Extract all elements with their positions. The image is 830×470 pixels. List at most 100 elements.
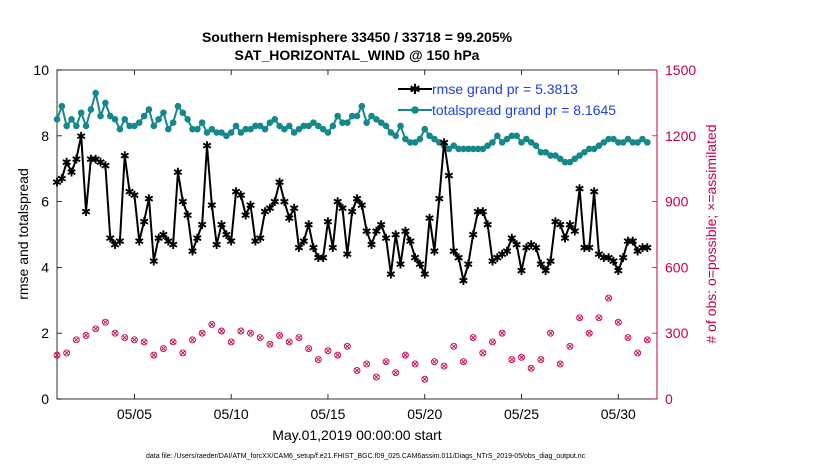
rmse-point: ✱ — [429, 244, 439, 258]
y-right-tick-label: 1200 — [665, 128, 696, 144]
y-right-tick-label: 1500 — [665, 62, 696, 78]
obs-assimilated-point — [644, 337, 650, 343]
chart-title: Southern Hemisphere 33450 / 33718 = 99.2… — [202, 29, 513, 45]
obs-assimilated-point — [160, 346, 166, 352]
totalspread-point — [121, 116, 129, 123]
rmse-point: ✱ — [366, 238, 376, 252]
obs-assimilated-point — [383, 359, 389, 365]
totalspread-point — [285, 122, 293, 130]
obs-possible-point — [634, 349, 642, 357]
obs-possible-point — [624, 334, 632, 342]
rmse-point: ✱ — [96, 156, 106, 170]
obs-possible-point — [372, 373, 380, 381]
obs-possible-point — [53, 351, 61, 359]
totalspread-point — [552, 152, 559, 159]
rmse-point: ✱ — [396, 258, 406, 272]
totalspread-point — [97, 112, 104, 120]
obs-possible-point — [324, 347, 332, 355]
obs-possible-point — [130, 336, 138, 344]
obs-assimilated-point — [296, 335, 302, 341]
totalspread-point — [252, 122, 259, 130]
rmse-point: ✱ — [541, 264, 551, 278]
obs-possible-point — [227, 338, 235, 346]
rmse-point: ✱ — [279, 195, 289, 209]
totalspread-point — [392, 132, 400, 140]
obs-possible-point — [450, 342, 458, 350]
totalspread-point — [348, 112, 356, 120]
obs-possible-point — [566, 342, 574, 350]
obs-assimilated-point — [151, 352, 157, 358]
obs-possible-point — [266, 340, 274, 348]
totalspread-point — [556, 155, 564, 163]
totalspread-point — [184, 116, 191, 123]
obs-assimilated-point — [615, 319, 621, 325]
obs-assimilated-point — [364, 361, 370, 367]
rmse-point: ✱ — [81, 205, 91, 219]
obs-possible-point — [169, 338, 177, 346]
totalspread-point — [484, 142, 491, 149]
rmse-point: ✱ — [386, 267, 396, 281]
totalspread-point — [619, 139, 627, 146]
totalspread-point — [605, 135, 612, 143]
totalspread-point — [271, 116, 279, 123]
obs-possible-point — [401, 351, 409, 359]
rmse-point: ✱ — [318, 251, 328, 265]
obs-assimilated-point — [470, 335, 476, 341]
y-left-tick-label: 8 — [41, 128, 49, 144]
obs-possible-point — [489, 338, 496, 346]
totalspread-point — [77, 109, 85, 117]
rmse-point: ✱ — [521, 241, 531, 255]
rmse-point: ✱ — [163, 235, 173, 249]
totalspread-point — [290, 129, 298, 136]
rmse-point: ✱ — [570, 225, 580, 239]
totalspread-point — [242, 125, 250, 133]
obs-assimilated-point — [180, 350, 186, 356]
legend-spread-marker — [411, 106, 419, 114]
rmse-point: ✱ — [400, 225, 410, 239]
obs-assimilated-point — [267, 341, 273, 347]
obs-possible-point — [160, 345, 167, 353]
obs-possible-point — [605, 294, 613, 302]
totalspread-point — [571, 155, 579, 163]
rmse-point: ✱ — [463, 258, 473, 272]
obs-assimilated-point — [460, 359, 466, 365]
rmse-point: ✱ — [129, 189, 139, 203]
obs-assimilated-point — [538, 357, 544, 363]
totalspread-point — [329, 122, 337, 130]
rmse-point: ✱ — [304, 218, 314, 232]
obs-assimilated-point — [344, 343, 350, 349]
plot-area — [56, 69, 658, 400]
totalspread-point — [498, 139, 506, 146]
totalspread-point — [600, 139, 608, 146]
totalspread-point — [542, 148, 550, 156]
obs-assimilated-point — [209, 321, 215, 327]
totalspread-point — [639, 135, 646, 143]
rmse-point: ✱ — [144, 192, 154, 206]
rmse-point: ✱ — [216, 218, 226, 232]
rmse-point: ✱ — [584, 241, 594, 255]
totalspread-point — [237, 129, 245, 136]
obs-possible-point — [556, 360, 564, 368]
obs-assimilated-point — [625, 335, 631, 341]
obs-possible-point — [63, 349, 71, 357]
obs-possible-point — [469, 334, 477, 342]
legend: ✱ rmse grand pr = 5.3813 totalspread gra… — [398, 81, 616, 118]
rmse-series: ✱✱✱✱✱✱✱✱✱✱✱✱✱✱✱✱✱✱✱✱✱✱✱✱✱✱✱✱✱✱✱✱✱✱✱✱✱✱✱✱… — [52, 129, 652, 288]
obs-possible-point — [614, 318, 622, 326]
totalspread-point — [155, 116, 162, 123]
obs-assimilated-point — [402, 352, 408, 358]
rmse-point: ✱ — [105, 231, 115, 245]
totalspread-point — [223, 132, 230, 140]
totalspread-point — [281, 125, 288, 133]
rmse-point: ✱ — [633, 244, 643, 258]
obs-possible-point — [314, 356, 322, 363]
y-right-tick-label: 600 — [665, 259, 689, 275]
obs-assimilated-point — [451, 343, 457, 349]
obs-assimilated-point — [228, 339, 234, 345]
totalspread-point — [610, 135, 617, 143]
rmse-point: ✱ — [192, 231, 202, 245]
totalspread-point — [363, 119, 370, 126]
x-axis-ticks: 05/05 05/10 05/15 05/20 05/25 05/30 — [117, 70, 636, 422]
totalspread-point — [411, 139, 419, 146]
obs-possible-point — [150, 351, 158, 359]
